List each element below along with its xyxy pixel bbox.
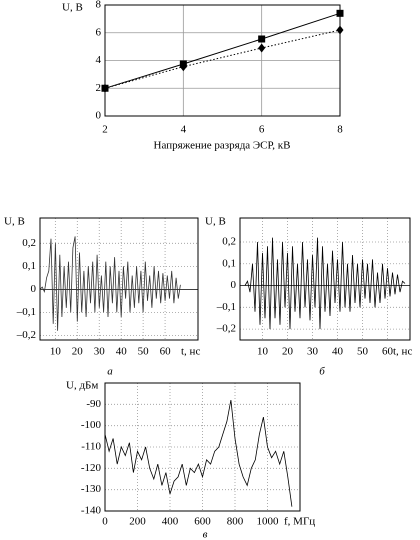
y-tick-label: –0,2 xyxy=(16,329,36,341)
y-tick-label: 0 xyxy=(231,279,237,291)
y-tick-label: -110 xyxy=(81,441,101,453)
x-tick-label: 8 xyxy=(337,124,343,136)
y-tick-label: 0,2 xyxy=(22,237,36,249)
x-tick-label: 40 xyxy=(116,346,128,358)
series-line xyxy=(244,237,406,330)
y-tick-label: -100 xyxy=(81,419,102,431)
y-tick-label: -90 xyxy=(86,398,101,410)
x-tick-label: 6 xyxy=(259,124,265,136)
series-line xyxy=(104,400,293,507)
plot-frame xyxy=(104,4,341,117)
x-tick-label: 60 xyxy=(382,346,394,358)
marker xyxy=(336,9,344,17)
x-tick-label: 200 xyxy=(129,516,146,528)
y-tick-label: 4 xyxy=(96,54,102,66)
x-tick-label: 30 xyxy=(307,346,319,358)
y-tick-label: 6 xyxy=(96,26,102,38)
caption: а xyxy=(107,366,113,378)
x-tick-label: 400 xyxy=(162,516,179,528)
y-tick-label: 0,2 xyxy=(222,235,236,247)
y-axis-label: U, В xyxy=(205,216,226,228)
x-tick-label: 600 xyxy=(194,516,211,528)
x-tick-label: 50 xyxy=(138,346,150,358)
y-tick-label: -130 xyxy=(81,483,102,495)
plot-frame xyxy=(39,217,199,341)
y-tick-label: -120 xyxy=(81,462,102,474)
caption: в xyxy=(203,529,208,540)
x-tick-label: 1000 xyxy=(257,516,280,528)
x-tick-label: 10 xyxy=(50,346,62,358)
y-tick-label: –0,1 xyxy=(216,301,236,313)
y-tick-label: 8 xyxy=(96,0,102,11)
y-axis-label: U, дБм xyxy=(66,380,98,392)
x-tick-label: 60 xyxy=(160,346,172,358)
marker xyxy=(101,83,109,93)
caption: б xyxy=(319,366,325,378)
y-tick-label: 0,1 xyxy=(222,257,236,269)
x-axis-label: t, нс xyxy=(393,346,412,358)
x-tick-label: 40 xyxy=(332,346,344,358)
marker xyxy=(258,43,266,53)
plot-frame xyxy=(104,382,301,512)
series-line xyxy=(39,236,181,331)
series-line xyxy=(104,12,341,89)
plot-frame xyxy=(239,217,411,341)
y-tick-label: –0,1 xyxy=(16,306,36,318)
x-tick-label: 20 xyxy=(282,346,294,358)
y-tick-label: 0 xyxy=(96,110,102,122)
x-tick-label: 4 xyxy=(181,124,187,136)
x-tick-label: 800 xyxy=(227,516,244,528)
marker xyxy=(179,62,187,72)
marker xyxy=(336,25,344,35)
x-tick-label: 50 xyxy=(357,346,369,358)
y-tick-label: -140 xyxy=(81,505,102,517)
marker xyxy=(258,35,266,43)
x-tick-label: 0 xyxy=(102,516,108,528)
y-tick-label: –0,2 xyxy=(216,323,236,335)
x-axis-label: Напряжение разряда ЭСР, кВ xyxy=(154,140,291,152)
y-axis-label: U, В xyxy=(4,216,25,228)
x-tick-label: 10 xyxy=(257,346,269,358)
x-axis-label: t, нс xyxy=(181,346,200,358)
y-tick-label: 0,1 xyxy=(22,260,36,272)
y-tick-label: 2 xyxy=(96,82,102,94)
y-axis-label: U, В xyxy=(62,2,83,14)
y-tick-label: 0 xyxy=(31,283,37,295)
x-tick-label: 2 xyxy=(102,124,108,136)
series-line xyxy=(104,29,341,89)
x-tick-label: 30 xyxy=(94,346,106,358)
x-axis-label: f, МГц xyxy=(284,516,315,528)
x-tick-label: 20 xyxy=(72,346,84,358)
